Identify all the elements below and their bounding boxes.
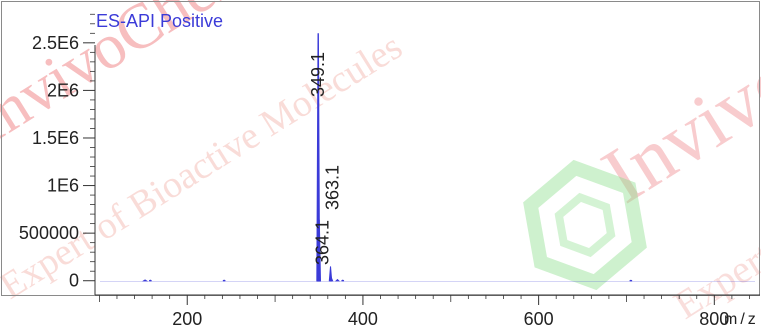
peak-label: 349.1: [308, 52, 328, 97]
spectrum-peak: [317, 219, 322, 282]
y-tick-label: 1.5E6: [32, 128, 79, 148]
spectrum-peak: [335, 278, 340, 282]
spectrum-peak: [341, 279, 345, 282]
y-tick-label: 1E6: [47, 176, 79, 196]
x-tick-label: 200: [172, 309, 202, 327]
x-tick-label: 800: [699, 309, 729, 327]
y-tick-label: 2.5E6: [32, 33, 79, 53]
chart-title: ES-API Positive: [96, 11, 223, 31]
y-tick-label: 0: [69, 271, 79, 291]
y-tick-label: 500000: [19, 223, 79, 243]
spectrum-peak: [148, 279, 152, 282]
spectrum-peak: [222, 279, 226, 282]
x-axis-label: m/z: [724, 311, 759, 327]
x-tick-label: 400: [348, 309, 378, 327]
peak-label: 363.1: [323, 165, 343, 210]
spectrum-peak: [142, 279, 148, 282]
spectrum-peak: [329, 276, 334, 282]
spectrum-trace: [100, 33, 755, 283]
y-axis: 0 500000 1E6 1.5E6 2E6 2.5E6: [19, 13, 96, 295]
peak-label: 364.1: [312, 220, 332, 265]
x-axis: 200 400 600 800: [95, 294, 760, 327]
peak-labels: 349.1 363.1 364.1: [308, 52, 342, 265]
y-tick-label: 2E6: [47, 80, 79, 100]
watermark-brand-right: Invivo: [588, 35, 761, 220]
x-tick-label: 600: [524, 309, 554, 327]
watermark-hexagon-logo: [523, 159, 647, 291]
